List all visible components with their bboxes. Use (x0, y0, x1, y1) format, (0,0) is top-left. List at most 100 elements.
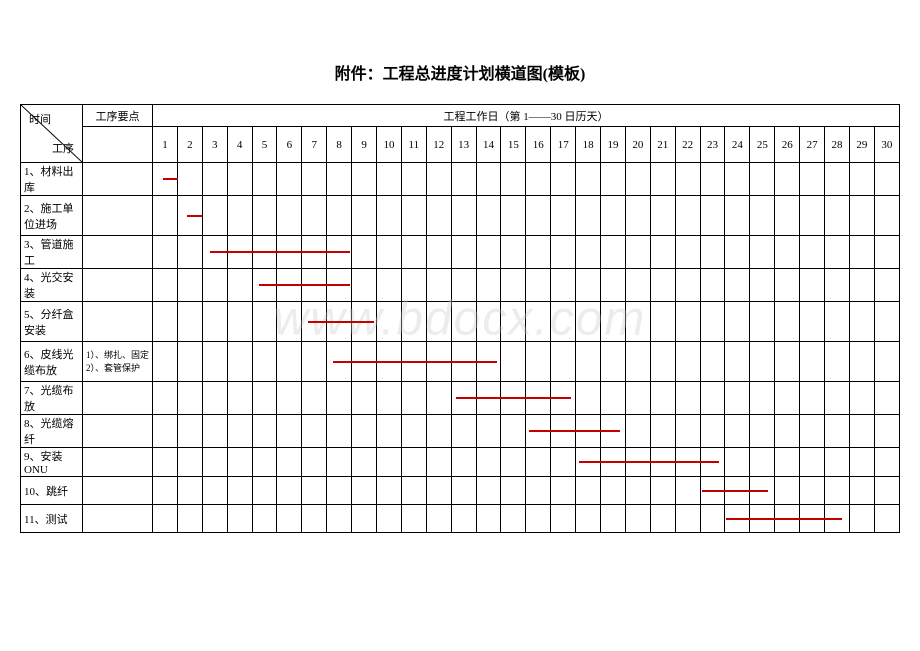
gantt-cell (327, 342, 352, 382)
gantt-cell (327, 415, 352, 448)
gantt-cell (327, 477, 352, 505)
keypoint-header: 工序要点 (83, 105, 153, 127)
gantt-cell (352, 163, 377, 196)
diag-bottom-label: 工序 (52, 140, 74, 156)
gantt-cell (526, 342, 551, 382)
gantt-cell (426, 477, 451, 505)
gantt-cell (551, 448, 576, 477)
gantt-cell (177, 163, 202, 196)
gantt-cell (501, 382, 526, 415)
gantt-cell (451, 448, 476, 477)
gantt-cell (576, 269, 601, 302)
gantt-cell (426, 302, 451, 342)
gantt-cell (675, 342, 700, 382)
task-keypoint-2 (83, 196, 153, 236)
gantt-cell (750, 236, 775, 269)
gantt-cell (700, 269, 725, 302)
gantt-cell (277, 302, 302, 342)
gantt-cell (227, 382, 252, 415)
gantt-cell (177, 269, 202, 302)
gantt-cell (352, 505, 377, 533)
gantt-cell (601, 505, 626, 533)
chart-title: 附件：工程总进度计划横道图(模板) (20, 60, 900, 84)
gantt-cell (800, 302, 825, 342)
gantt-cell (750, 415, 775, 448)
gantt-cell (800, 236, 825, 269)
gantt-cell (576, 163, 601, 196)
gantt-cell (227, 415, 252, 448)
gantt-cell (526, 236, 551, 269)
task-label-8: 8、光缆熔纤 (21, 415, 83, 448)
task-label-2: 2、施工单位进场 (21, 196, 83, 236)
gantt-cell (650, 342, 675, 382)
gantt-cell (750, 302, 775, 342)
gantt-cell (377, 505, 402, 533)
gantt-cell (426, 382, 451, 415)
gantt-cell (352, 269, 377, 302)
gantt-cell (476, 505, 501, 533)
gantt-cell (451, 269, 476, 302)
gantt-cell (227, 236, 252, 269)
gantt-cell (352, 196, 377, 236)
gantt-cell (675, 448, 700, 477)
gantt-cell (551, 302, 576, 342)
gantt-cell (849, 163, 874, 196)
day-header-11: 11 (401, 127, 426, 163)
gantt-cell (277, 269, 302, 302)
gantt-cell (426, 236, 451, 269)
gantt-cell (327, 505, 352, 533)
gantt-cell (426, 448, 451, 477)
task-label-5: 5、分纤盒安装 (21, 302, 83, 342)
gantt-cell (377, 302, 402, 342)
gantt-cell (725, 477, 750, 505)
gantt-cell (775, 477, 800, 505)
gantt-cell (625, 163, 650, 196)
gantt-cell (377, 477, 402, 505)
gantt-cell (252, 236, 277, 269)
day-header-27: 27 (800, 127, 825, 163)
gantt-cell (377, 269, 402, 302)
task-label-4: 4、光交安装 (21, 269, 83, 302)
task-keypoint-4 (83, 269, 153, 302)
gantt-cell (576, 196, 601, 236)
gantt-cell (426, 196, 451, 236)
gantt-cell (302, 236, 327, 269)
gantt-cell (302, 342, 327, 382)
gantt-cell (675, 415, 700, 448)
gantt-cell (825, 269, 850, 302)
task-keypoint-6: 1）、绑扎、固定2）、套管保护 (83, 342, 153, 382)
task-label-10: 10、跳纤 (21, 477, 83, 505)
gantt-cell (874, 415, 899, 448)
gantt-cell (725, 415, 750, 448)
gantt-cell (252, 448, 277, 477)
gantt-cell (700, 505, 725, 533)
gantt-cell (750, 163, 775, 196)
gantt-cell (153, 505, 178, 533)
gantt-cell (401, 269, 426, 302)
gantt-cell (252, 382, 277, 415)
gantt-cell (252, 163, 277, 196)
gantt-cell (227, 448, 252, 477)
gantt-cell (700, 382, 725, 415)
gantt-cell (775, 505, 800, 533)
gantt-cell (501, 505, 526, 533)
gantt-cell (775, 163, 800, 196)
gantt-cell (601, 302, 626, 342)
gantt-cell (302, 505, 327, 533)
gantt-cell (401, 163, 426, 196)
gantt-cell (576, 477, 601, 505)
day-header-13: 13 (451, 127, 476, 163)
gantt-cell (302, 269, 327, 302)
gantt-cell (501, 342, 526, 382)
gantt-cell (625, 448, 650, 477)
gantt-cell (401, 196, 426, 236)
task-keypoint-7 (83, 382, 153, 415)
gantt-cell (750, 382, 775, 415)
day-header-10: 10 (377, 127, 402, 163)
gantt-cell (576, 505, 601, 533)
gantt-cell (874, 477, 899, 505)
gantt-cell (700, 302, 725, 342)
gantt-cell (650, 415, 675, 448)
gantt-cell (526, 382, 551, 415)
gantt-cell (750, 342, 775, 382)
